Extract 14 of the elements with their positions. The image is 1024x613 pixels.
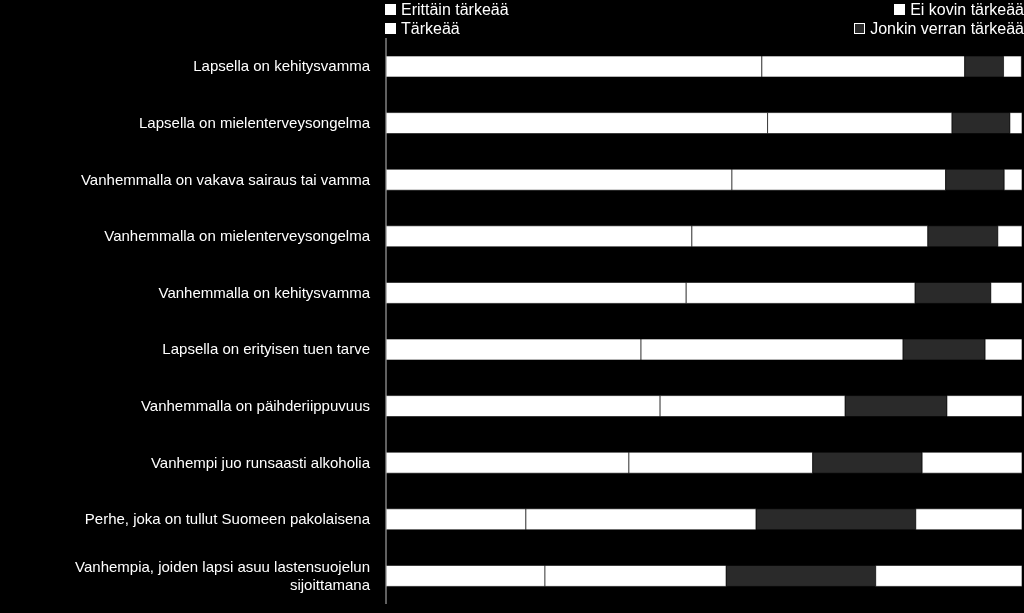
legend-label: Jonkin verran tärkeää <box>870 19 1024 38</box>
y-tick-label: Vanhemmalla on kehitysvamma <box>158 283 371 301</box>
y-tick-label: Lapsella on mielenterveysongelma <box>139 113 371 131</box>
y-tick-label: Vanhemmalla on vakava sairaus tai vamma <box>80 170 371 188</box>
y-tick-label: Vanhemmalla on päihderiippuvuus <box>140 396 370 414</box>
y-tick-label: Lapsella on erityisen tuen tarve <box>162 340 370 358</box>
legend-label: Ei kovin tärkeää <box>910 0 1024 19</box>
y-tick-label: Vanhemmalla on mielenterveysongelma <box>104 227 371 245</box>
legend-label: Tärkeää <box>401 19 460 38</box>
y-tick-label: Perhe, joka on tullut Suomeen pakolaisena <box>84 510 371 528</box>
y-tick-label: Vanhempi juo runsaasti alkoholia <box>150 453 371 471</box>
y-tick-label: Vanhempia, joiden lapsi asuu lastensuojelun sijoittamana <box>75 557 371 593</box>
legend-label: Erittäin tärkeää <box>401 0 509 19</box>
y-tick-label: Lapsella on kehitysvamma <box>193 57 371 75</box>
